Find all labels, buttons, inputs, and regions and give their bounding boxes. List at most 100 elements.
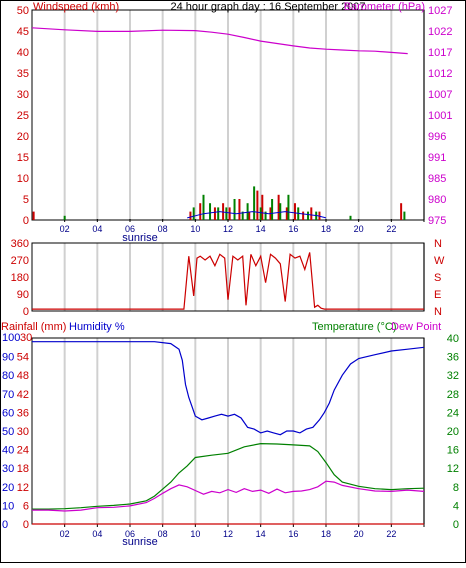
x-tick-label: 10 [190,529,200,539]
x-tick-label: 12 [223,529,233,539]
temperature-tick-label: 24 [447,407,459,419]
windspeed-tick-label: 45 [17,26,29,38]
direction-degree-label: 360 [11,238,29,250]
compass-point-label: S [434,272,441,284]
barometer-line [31,27,408,55]
x-tick-label: 18 [321,529,331,539]
rain-tick-label: 0 [23,519,29,531]
top-tick-humidity: 100 [2,332,20,344]
temp-humidity-x-ticks: 02 04 06 08 10 12 14 16 18 20 22 [60,524,425,539]
x-tick-label: 16 [288,224,298,234]
x-tick-label: 10 [190,224,200,234]
humidity-tick-label: 50 [2,426,14,438]
humidity-tick-label: 70 [2,389,14,401]
barometer-tick-label: 991 [428,152,446,164]
direction-marks [32,252,424,310]
x-tick-label: 04 [92,224,102,234]
sunrise-label-bottom: sunrise [122,536,157,548]
windspeed-tick-label: 20 [17,131,29,143]
temperature-ticks: 0 4 8 12 16 20 24 28 32 36 40 [447,333,459,531]
x-tick-label: 14 [256,224,266,234]
barometer-axis-label: Barometer (hPa) [344,1,425,13]
x-tick-label: 22 [386,224,396,234]
humidity-tick-label: 40 [2,445,14,457]
barometer-tick-label: 1017 [428,47,452,59]
x-tick-label: 20 [354,529,364,539]
temperature-tick-label: 36 [447,352,459,364]
barometer-tick-label: 985 [428,173,446,185]
windspeed-tick-label: 0 [23,215,29,227]
wind-direction-line [32,252,424,310]
barometer-tick-label: 980 [428,194,446,206]
compass-point-label: E [434,289,441,301]
temperature-line [32,442,425,510]
barometer-tick-label: 975 [428,215,446,227]
windspeed-tick-label: 25 [17,110,29,122]
rain-tick-label: 54 [17,352,29,364]
x-tick-label: 08 [158,224,168,234]
x-tick-label: 08 [158,529,168,539]
barometer-tick-label: 1022 [428,26,452,38]
barometer-tick-label: 1027 [428,5,452,17]
rain-tick-label: 30 [17,426,29,438]
temperature-tick-label: 20 [447,426,459,438]
windspeed-tick-label: 15 [17,152,29,164]
temperature-tick-label: 28 [447,389,459,401]
barometer-tick-label: 1001 [428,110,452,122]
sunrise-label-top: sunrise [122,232,157,244]
rain-tick-label: 48 [17,370,29,382]
barometer-tick-label: 996 [428,131,446,143]
x-tick-label: 12 [223,224,233,234]
x-tick-label: 06 [125,224,135,234]
x-tick-label: 18 [321,224,331,234]
rain-tick-label: 24 [17,445,29,457]
humidity-axis-label: Humidity % [69,321,125,333]
direction-degree-ticks: 360 270 180 90 0 [11,238,29,318]
temperature-tick-label: 0 [453,519,459,531]
wind-baro-x-ticks: 02 04 06 08 10 12 14 16 18 20 22 [60,219,425,234]
chart-title: 24 hour graph day : 16 September 2007 [170,1,365,13]
direction-degree-label: 90 [17,289,29,301]
windspeed-tick-label: 35 [17,68,29,80]
windspeed-tick-label: 30 [17,89,29,101]
direction-degree-label: 0 [23,306,29,318]
humidity-tick-label: 0 [2,519,8,531]
temperature-tick-label: 4 [453,500,459,512]
x-tick-label: 20 [354,224,364,234]
x-tick-label: 16 [288,529,298,539]
windspeed-axis-label: Windspeed (kmh) [33,1,119,13]
barometer-ticks: 1027 1022 1017 1012 1007 1001 996 991 985 980 975 [428,5,452,227]
compass-point-label: W [434,255,445,267]
temperature-tick-label: 12 [447,463,459,475]
dewpoint-axis-label: Dew Point [391,321,441,333]
x-tick-label: 04 [92,529,102,539]
barometer-tick-label: 1012 [428,68,452,80]
x-tick-label: 02 [60,224,70,234]
humidity-tick-label: 20 [2,482,14,494]
humidity-tick-label: 80 [2,370,14,382]
rain-tick-label: 6 [23,500,29,512]
windspeed-tick-label: 40 [17,47,29,59]
humidity-line [32,341,425,436]
humidity-tick-label: 60 [2,407,14,419]
top-tick-rain: 30 [20,332,32,344]
compass-point-label: N [434,238,442,250]
x-tick-label: 02 [60,529,70,539]
rain-tick-label: 42 [17,389,29,401]
rain-tick-label: 18 [17,463,29,475]
temp-humidity-marks [32,341,425,525]
direction-degree-label: 270 [11,255,29,267]
compass-point-label: N [434,306,442,318]
rain-tick-label: 36 [17,407,29,419]
temperature-tick-label: 40 [447,333,459,345]
windspeed-tick-label: 50 [17,5,29,17]
windspeed-tick-label: 5 [23,194,29,206]
rainfall-axis-label: Rainfall (mm) [1,321,66,333]
x-tick-label: 14 [256,529,266,539]
